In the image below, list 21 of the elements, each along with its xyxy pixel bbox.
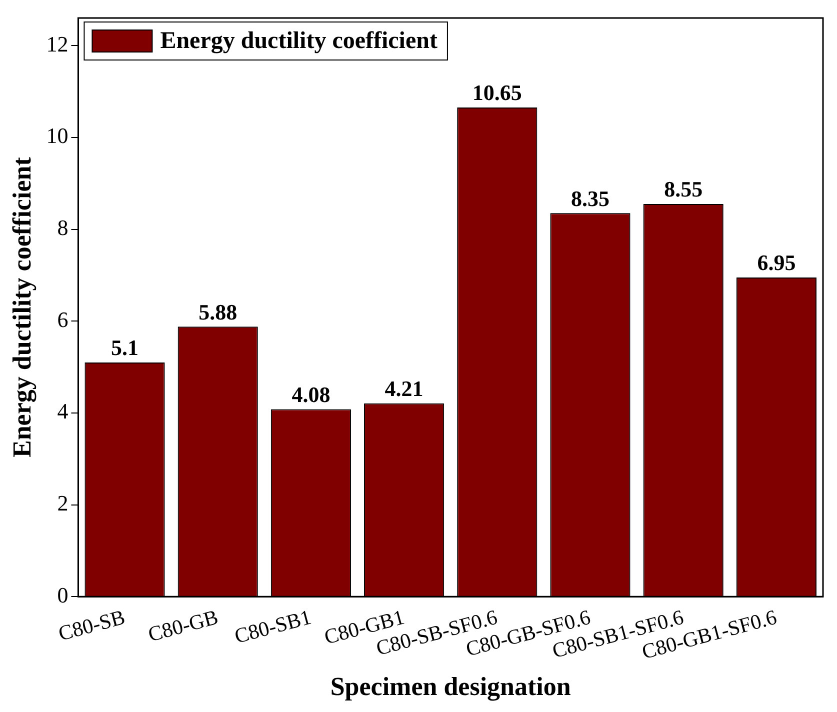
y-tick-label: 12: [46, 31, 68, 56]
data-label: 8.55: [664, 176, 703, 202]
data-label: 6.95: [757, 250, 796, 276]
y-tick-label: 10: [46, 123, 68, 148]
x-tick-label: C80-SB1: [232, 604, 314, 648]
y-tick-label: 8: [57, 215, 68, 240]
data-label: 8.35: [571, 186, 610, 211]
legend-label: Energy ductility coefficient: [160, 28, 438, 54]
y-tick-label: 4: [57, 398, 68, 424]
data-label: 5.1: [111, 335, 138, 360]
y-tick-label: 6: [57, 306, 68, 332]
x-axis-title: Specimen designation: [330, 672, 572, 702]
y-tick-label: 2: [57, 490, 68, 516]
data-label: 10.65: [472, 80, 522, 106]
y-tick-label: 0: [57, 582, 68, 608]
y-axis-title: Energy ductility coefficient: [7, 156, 36, 458]
x-tick-label: C80-SB: [56, 604, 128, 646]
x-tick-label: C80-GB: [146, 604, 221, 646]
data-label: 4.21: [384, 376, 424, 402]
data-label: 4.08: [292, 382, 330, 407]
data-label: 5.88: [198, 299, 238, 324]
